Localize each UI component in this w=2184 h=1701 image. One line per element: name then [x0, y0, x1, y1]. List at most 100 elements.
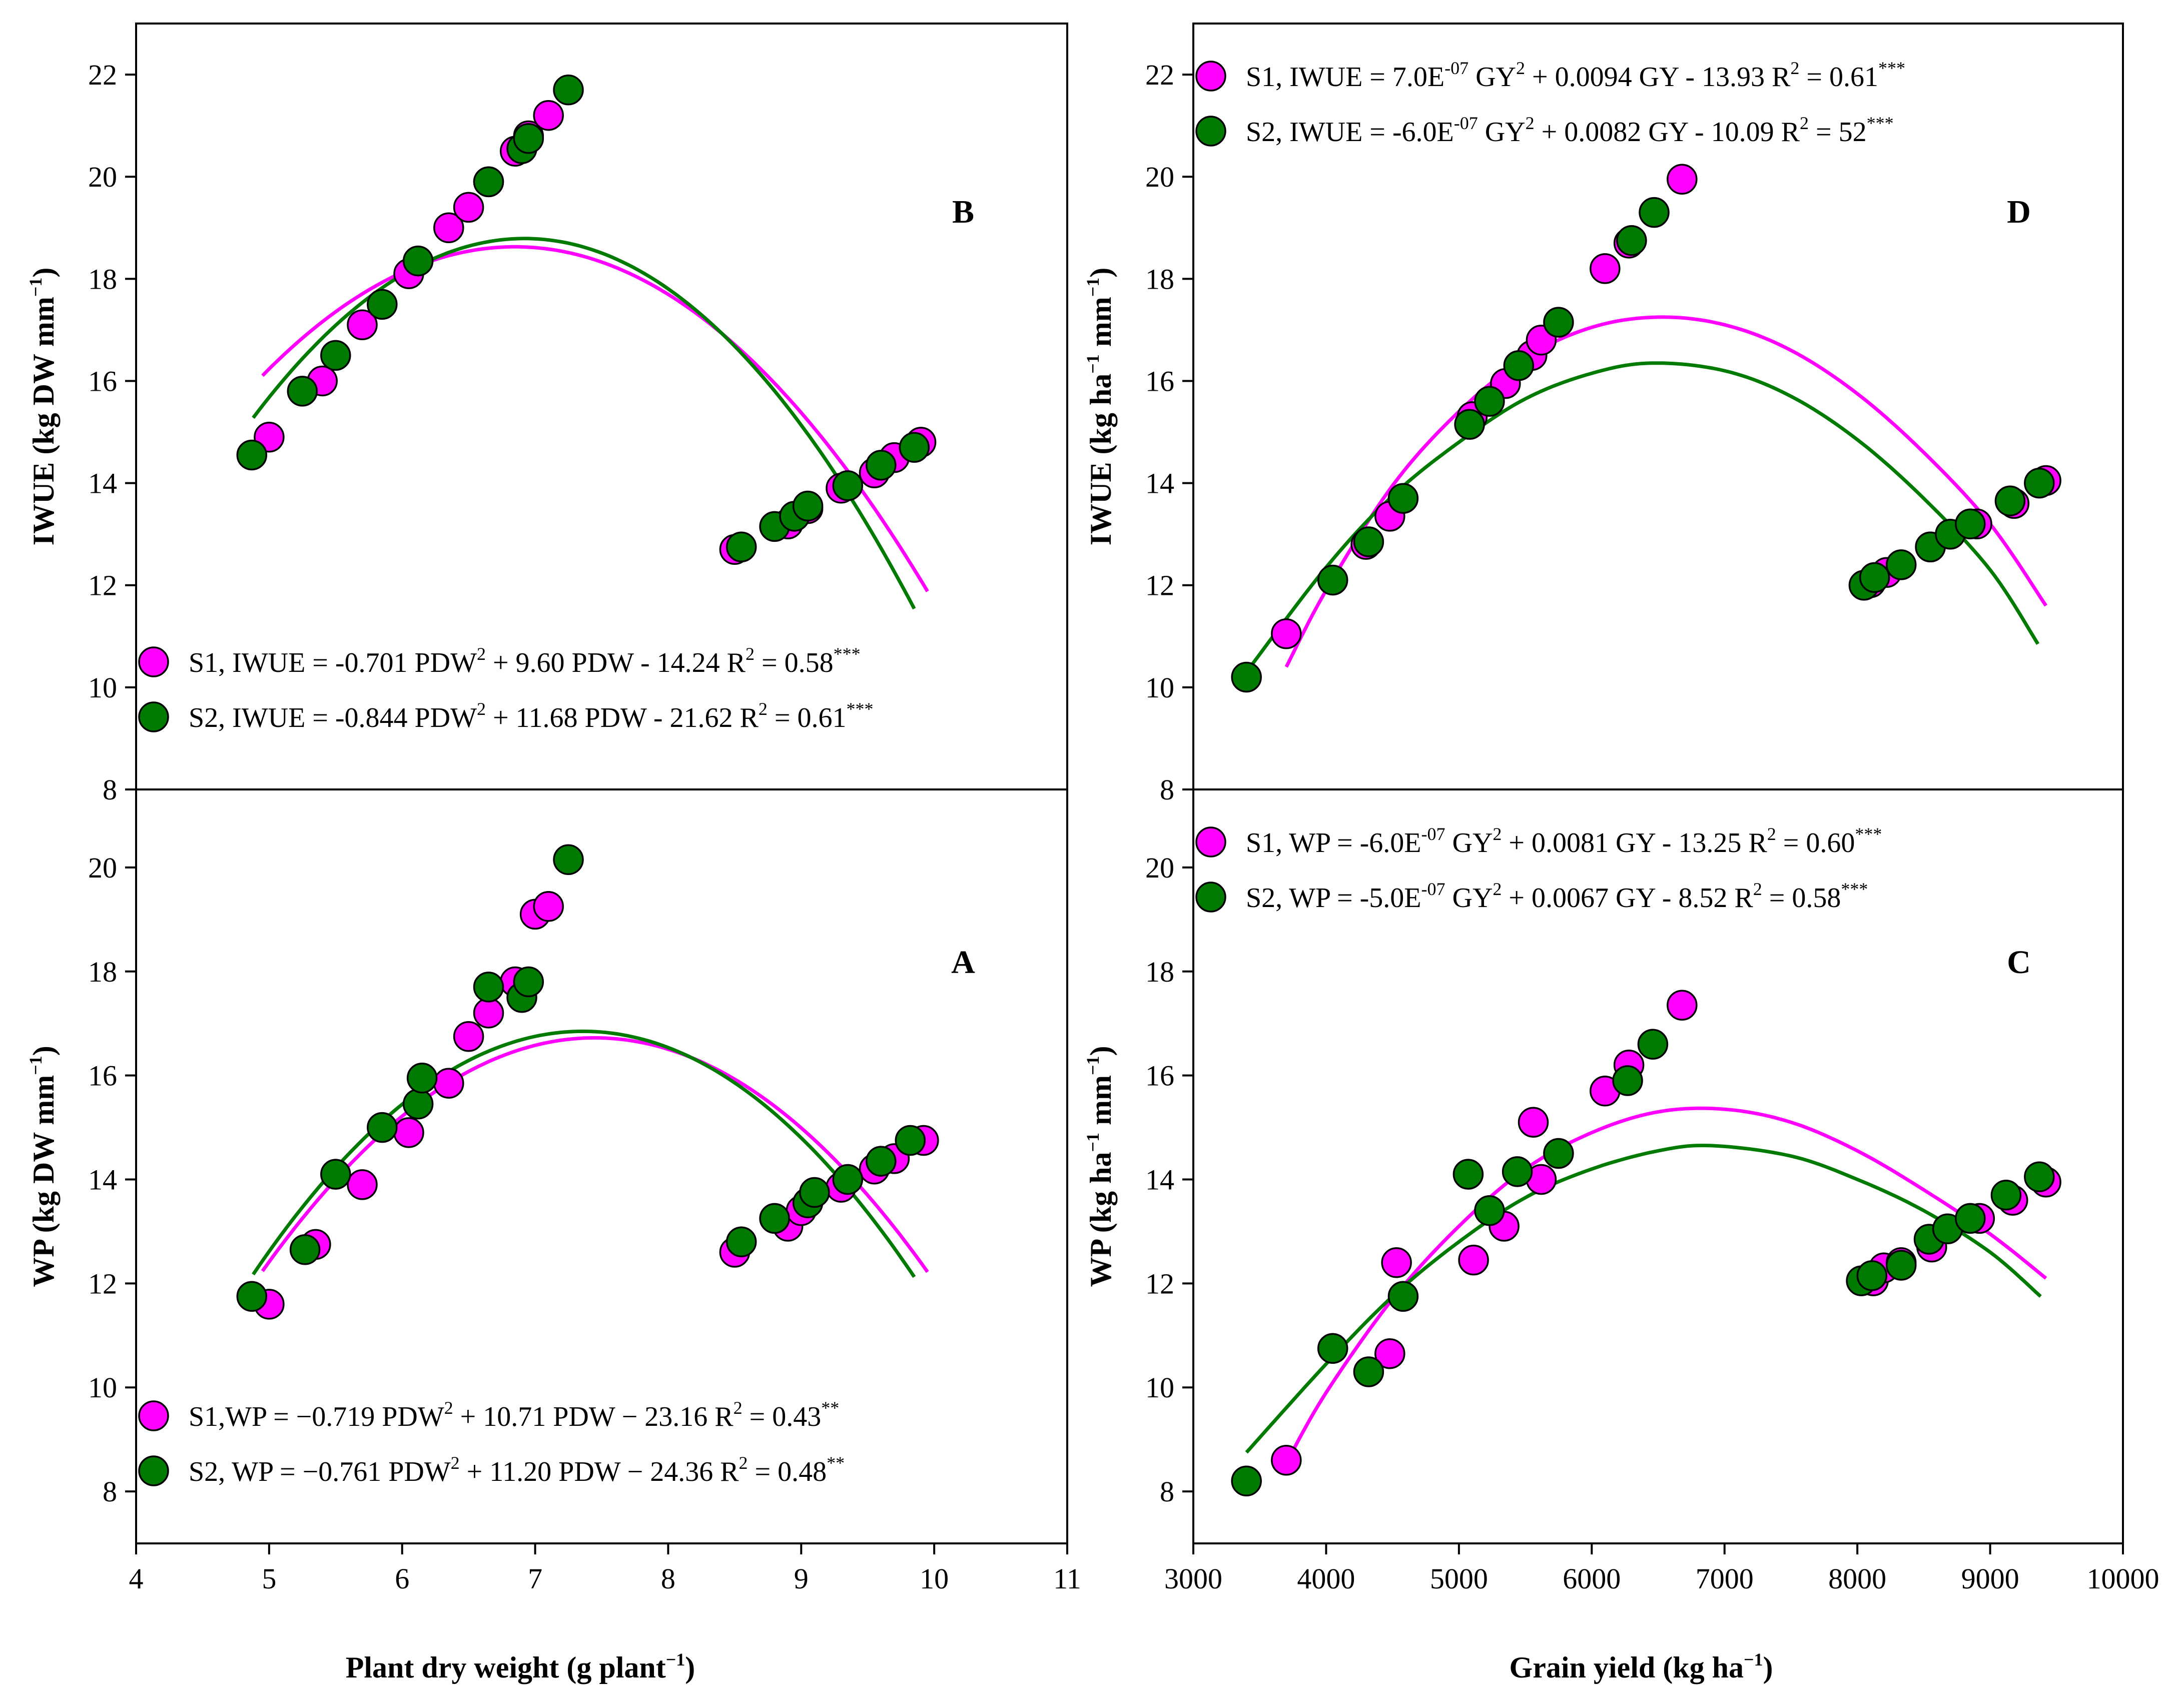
data-point-s2: [1859, 562, 1890, 593]
panel-letter: C: [2007, 944, 2031, 981]
x-tick-label: 9000: [1961, 1562, 2019, 1595]
data-point-s1: [1518, 1107, 1549, 1138]
data-point-s2: [799, 1177, 830, 1208]
y-tick-label: 10: [1145, 671, 1174, 704]
data-point-s1: [1667, 990, 1698, 1021]
x-tick-label: 6000: [1563, 1562, 1621, 1595]
data-point-s2: [513, 123, 544, 154]
data-point-s1: [453, 1021, 484, 1052]
data-point-s2: [402, 245, 434, 277]
plot-frame: [135, 788, 1068, 1544]
data-point-s2: [367, 289, 398, 320]
data-point-s2: [287, 376, 318, 407]
legend-marker-s1: [138, 1400, 169, 1431]
data-point-s2: [1474, 1195, 1505, 1226]
data-point-s2: [1452, 1159, 1484, 1190]
data-point-s2: [1317, 1333, 1348, 1364]
legend-text-s1: S1, IWUE = 7.0E-07 GY2 + 0.0094 GY - 13.…: [1246, 58, 1905, 93]
y-tick-label: 8: [1160, 1475, 1174, 1508]
fit-curve-s1: [261, 1036, 929, 1273]
y-tick-label: 18: [1145, 956, 1174, 988]
data-point-s1: [453, 192, 484, 223]
data-point-s2: [1955, 508, 1986, 540]
legend-text-s2: S2, IWUE = -6.0E-07 GY2 + 0.0082 GY - 10…: [1246, 113, 1894, 148]
x-tick-label: 8: [661, 1562, 675, 1595]
plot-frame: [1192, 788, 2124, 1544]
y-tick-label: 16: [88, 365, 117, 397]
legend-marker-s1: [138, 646, 169, 677]
data-point-s1: [1381, 1247, 1412, 1278]
data-point-s2: [473, 972, 504, 1003]
data-point-s2: [866, 450, 897, 481]
y-axis-title: WP (kg DW mm−1): [26, 1046, 60, 1287]
data-point-s2: [1231, 1465, 1262, 1497]
y-tick-label: 16: [1145, 1060, 1174, 1092]
data-point-s2: [289, 1234, 321, 1265]
data-point-s2: [513, 966, 544, 998]
data-point-s2: [759, 1203, 790, 1234]
y-tick-label: 12: [88, 569, 117, 602]
y-tick-label: 14: [88, 1163, 117, 1196]
y-tick-label: 12: [1145, 569, 1174, 602]
data-point-s1: [1667, 164, 1698, 195]
data-point-s2: [895, 1125, 926, 1156]
legend-text-s2: S2, IWUE = -0.844 PDW2 + 11.68 PDW - 21.…: [189, 699, 874, 733]
data-point-s1: [433, 1068, 464, 1099]
y-tick-label: 16: [88, 1060, 117, 1092]
data-point-s2: [1387, 483, 1419, 514]
data-point-s2: [2024, 467, 2055, 499]
y-tick-label: 20: [1145, 852, 1174, 884]
fit-curve-s1: [261, 245, 929, 592]
y-tick-label: 10: [88, 1371, 117, 1404]
x-tick-label: 3000: [1164, 1562, 1222, 1595]
legend-text-s1: S1, IWUE = -0.701 PDW2 + 9.60 PDW - 14.2…: [189, 644, 861, 678]
data-point-s2: [402, 1089, 434, 1120]
panel-c-wp-vs-grain-yield: 8 10 12 14 16 18 20 3000 4000 5000 6000 7000 8000 900…: [1083, 788, 2159, 1595]
data-point-s1: [533, 100, 564, 131]
data-point-s1: [433, 212, 464, 244]
panel-d-iwue-vs-grain-yield: 8 10 12 14 16 18 20 22 IWUE (kg ha−1 mm−1) D S1, I…: [1083, 23, 2124, 806]
legend-marker-s2: [138, 701, 169, 732]
data-point-s2: [1955, 1203, 1986, 1234]
y-tick-label: 22: [88, 59, 117, 91]
data-point-s2: [1474, 386, 1505, 417]
legend-text-s2: S2, WP = -5.0E-07 GY2 + 0.0067 GY - 8.52…: [1246, 879, 1868, 914]
data-point-s2: [236, 439, 268, 471]
legend-text-s2: S2, WP = −0.761 PDW2 + 11.20 PDW − 24.36…: [189, 1453, 845, 1487]
data-point-s2: [1990, 1179, 2022, 1211]
y-tick-label: 8: [103, 1475, 117, 1508]
fit-curve-s2: [1245, 1144, 2042, 1454]
x-tick-label: 4: [129, 1562, 144, 1595]
fit-curve-s1: [1284, 315, 2048, 668]
data-point-s2: [406, 1063, 438, 1094]
legend-text-s1: S1,WP = −0.719 PDW2 + 10.71 PDW − 23.16 …: [189, 1398, 839, 1432]
panel-b-iwue-vs-plant-dry-weight: 8 10 12 14 16 18 20 22 IWUE (kg DW mm−1) B S1, IWU…: [26, 23, 1068, 806]
y-tick-label: 22: [1145, 59, 1174, 91]
fit-curve-s2: [252, 1029, 916, 1278]
y-tick-label: 18: [88, 263, 117, 295]
data-point-s2: [2024, 1161, 2055, 1193]
legend-marker-s1: [1195, 826, 1226, 858]
y-tick-label: 20: [1145, 161, 1174, 193]
x-tick-label: 4000: [1297, 1562, 1355, 1595]
y-tick-label: 10: [1145, 1371, 1174, 1404]
y-tick-label: 8: [1160, 773, 1174, 806]
legend-marker-s2: [1195, 116, 1226, 147]
panel-letter: B: [952, 194, 974, 230]
data-point-s1: [533, 891, 564, 922]
data-point-s2: [320, 340, 351, 371]
data-point-s1: [1590, 253, 1621, 284]
x-tick-label: 11: [1053, 1562, 1081, 1595]
panel-a-wp-vs-plant-dry-weight: 8 10 12 14 16 18 20 4 5 6 7 8 9 10 11 WP (kg DW mm−1) A S…: [26, 788, 1081, 1595]
x-tick-label: 6: [395, 1562, 409, 1595]
y-tick-label: 10: [88, 671, 117, 704]
y-tick-label: 20: [88, 161, 117, 193]
y-tick-label: 16: [1145, 365, 1174, 397]
data-point-s2: [725, 531, 757, 562]
data-point-s2: [1885, 549, 1917, 580]
y-tick-label: 14: [88, 467, 117, 500]
fit-curve-s2: [1245, 361, 2040, 673]
data-point-s2: [1503, 350, 1535, 381]
data-point-s2: [1353, 526, 1384, 557]
panel-letter: A: [951, 944, 975, 981]
